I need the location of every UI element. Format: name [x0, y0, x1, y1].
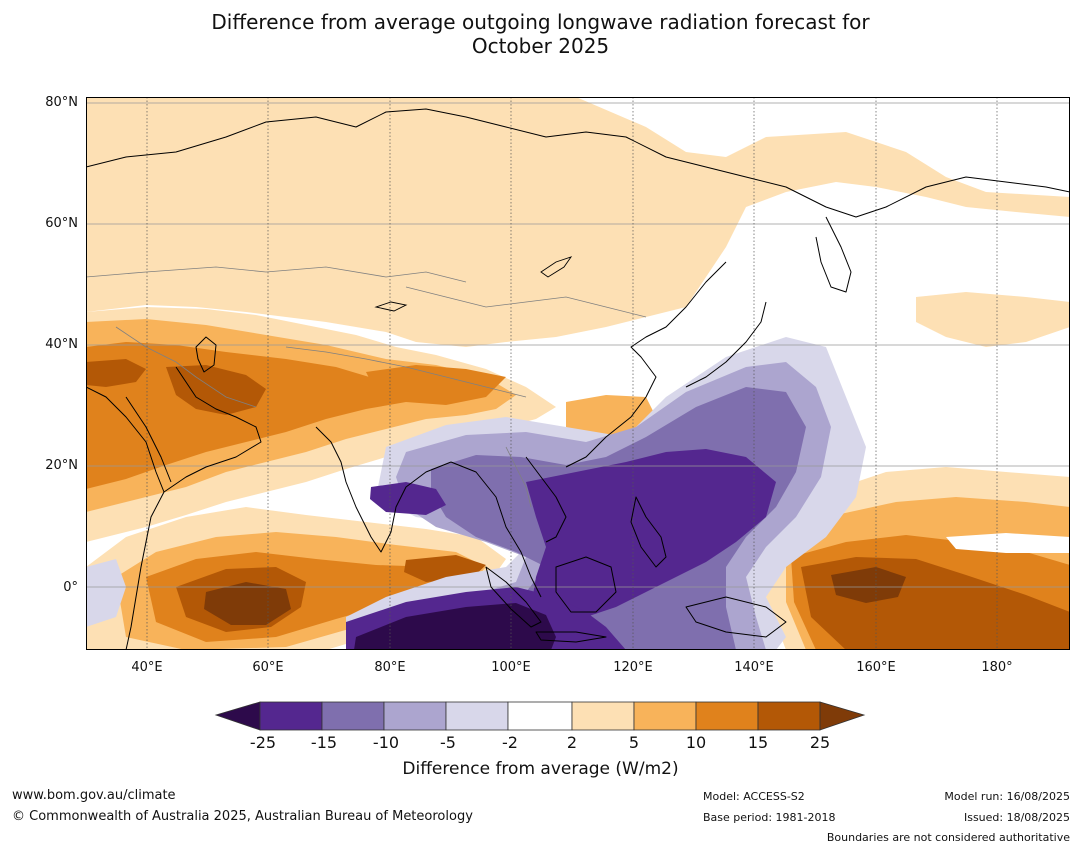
coastlines: [86, 108, 1070, 650]
lon-label-40e: 40°E: [131, 660, 163, 675]
coastline-russia-north: [86, 108, 1070, 218]
colorbar-tick: 25: [809, 733, 831, 752]
colorbar-bin-6: [571, 701, 635, 731]
coastline-japan: [685, 301, 767, 388]
border-middle-east: [115, 326, 257, 408]
website-link[interactable]: www.bom.gov.au/climate: [12, 788, 176, 803]
lake-baikal: [540, 256, 573, 278]
border-himalaya: [285, 346, 527, 398]
lake-balkhash: [374, 301, 408, 312]
lat-label-20n: 20°N: [45, 458, 78, 473]
colorbar-tick: 10: [685, 733, 707, 752]
title-line-1: Difference from average outgoing longwav…: [211, 10, 870, 34]
anomaly-region-10to15-tibet: [366, 365, 506, 405]
anomaly-region-neg15to-25-bob: [370, 482, 446, 515]
lon-label-160e: 160°E: [856, 660, 896, 675]
border-indochina: [505, 446, 532, 508]
country-borders: [86, 266, 647, 508]
lat-label-60n: 60°N: [45, 216, 78, 231]
coastline-arabia-africa: [86, 366, 262, 650]
anomaly-map: [86, 97, 1070, 650]
border-china-mongolia: [405, 286, 647, 318]
colorbar-tick: 2: [566, 733, 578, 752]
colorbar-label: Difference from average (W/m2): [402, 759, 679, 779]
map-canvas: [86, 97, 1070, 650]
anomaly-region-neg15to-25-main: [526, 449, 776, 622]
colorbar-bin-8: [695, 701, 759, 731]
anomaly-region-neg2to-5-westpac: [86, 559, 126, 627]
coastline-china-east: [565, 261, 727, 468]
coastline-india: [315, 426, 452, 553]
lon-label-140e: 140°E: [734, 660, 774, 675]
issued-text: Issued: 18/08/2025: [963, 811, 1070, 824]
border-central-asia: [86, 266, 467, 283]
colorbar: [214, 701, 866, 731]
map-frame: [86, 97, 1070, 650]
colorbar-extend-low: [214, 701, 261, 731]
colorbar-bin-5: [507, 701, 573, 731]
lat-label-80n: 80°N: [45, 95, 78, 110]
base-period-text: Base period: 1981-2018: [703, 811, 836, 824]
colorbar-tick: -10: [372, 733, 400, 752]
colorbar-bin-4: [445, 701, 509, 731]
colorbar-tick: -2: [502, 733, 518, 752]
anomaly-region-15to25-west-b: [86, 359, 146, 387]
coastline-philippines: [630, 496, 667, 568]
lon-label-180: 180°: [981, 660, 1013, 675]
model-run-text: Model run: 16/08/2025: [944, 790, 1070, 803]
coastline-borneo: [555, 556, 617, 613]
colorbar-bin-3: [383, 701, 447, 731]
lat-label-40n: 40°N: [45, 337, 78, 352]
colorbar-tick: 15: [747, 733, 769, 752]
inland-waters: [374, 256, 573, 312]
coastline-red-sea: [125, 396, 172, 483]
colorbar-bin-9: [757, 701, 821, 731]
colorbar-bin-1: [259, 701, 323, 731]
latitude-gridlines: [86, 102, 1070, 588]
chart-title: Difference from average outgoing longwav…: [0, 10, 1081, 58]
anomaly-region-gt25-indian: [204, 582, 291, 625]
longitude-gridlines: [146, 97, 998, 650]
lon-label-100e: 100°E: [491, 660, 531, 675]
anomaly-region-2to5-north: [86, 97, 1070, 347]
anomaly-region-2to5-ne-pacific: [916, 292, 1070, 347]
colorbar-tick: -5: [440, 733, 456, 752]
coastline-caspian: [195, 336, 217, 373]
coastline-se-asia: [450, 456, 567, 598]
colorbar-tick: 5: [628, 733, 640, 752]
disclaimer-text: Boundaries are not considered authoritat…: [826, 831, 1070, 844]
anomaly-region-white-pacific-strip: [946, 533, 1070, 553]
lat-label-equator: 0°: [63, 580, 78, 595]
coastline-java: [535, 631, 607, 643]
copyright-text: © Commonwealth of Australia 2025, Austra…: [12, 809, 473, 824]
colorbar-bin-2: [321, 701, 385, 731]
coastline-new-guinea: [685, 596, 787, 638]
colorbar-extend-high: [819, 701, 866, 731]
colorbar-tick: -25: [249, 733, 277, 752]
coastline-sumatra: [485, 566, 542, 628]
lon-label-80e: 80°E: [374, 660, 406, 675]
title-line-2: October 2025: [471, 34, 610, 58]
colorbar-bin-7: [633, 701, 697, 731]
colorbar-tick: -15: [310, 733, 338, 752]
anomaly-region-gt25-pacific: [831, 567, 906, 603]
anomaly-region-lt-25-south: [354, 603, 556, 650]
model-text: Model: ACCESS-S2: [703, 790, 805, 803]
lon-label-120e: 120°E: [613, 660, 653, 675]
lon-label-60e: 60°E: [252, 660, 284, 675]
coastline-kamchatka: [815, 216, 852, 293]
